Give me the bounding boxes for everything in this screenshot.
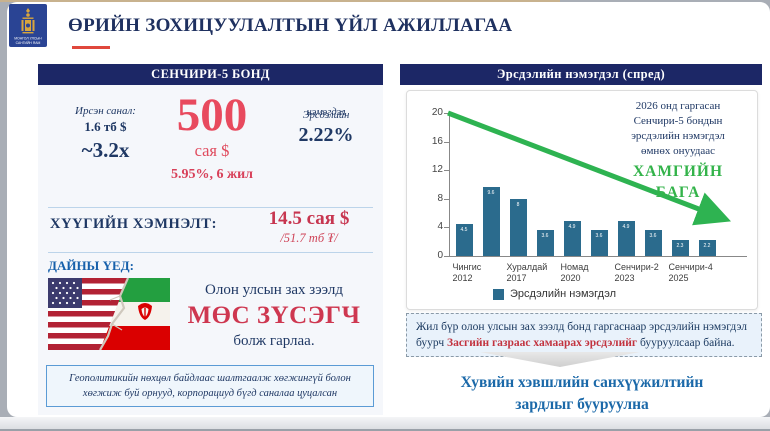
spread-block: нэмэгдэл Эрсдэлийн 2.22%	[276, 107, 376, 147]
desk-edge-bottom	[0, 417, 770, 431]
bar-value-label: 3.6	[649, 233, 657, 240]
annotation-line: 2026 онд гаргасан	[635, 100, 721, 112]
bar-value-label: 4.9	[568, 223, 576, 230]
spread-callout: Жил бүр олон улсын зах зээлд бонд гаргас…	[406, 313, 762, 358]
y-tick-label: 0	[437, 250, 443, 261]
spread-label-overlap-a: нэмэгдэл	[306, 107, 346, 118]
right-panel-header: Эрсдэлийн нэмэгдэл (спред)	[400, 64, 762, 85]
bar: 4.5	[455, 223, 473, 256]
y-tick-mark	[444, 113, 449, 114]
y-tick-mark	[444, 141, 449, 143]
offers-block: Ирсэн санал: 1.6 тб $ ~3.2x	[48, 105, 163, 163]
x-category-label: Чингис 2012	[452, 262, 482, 283]
annotation-line: эрсдэлийн нэмэгдэл	[631, 129, 725, 142]
title-underline	[72, 46, 110, 49]
callout-text: бууруулсаар байна.	[639, 337, 735, 350]
annotation-line: Сенчири-5 бондын	[633, 114, 723, 127]
chevron-down-icon	[480, 352, 640, 367]
y-tick-mark	[444, 256, 449, 257]
bar: 8	[509, 198, 527, 256]
offers-multiple: ~3.2x	[81, 138, 130, 162]
bar-value-label: 2.2	[703, 243, 711, 250]
ministry-of-finance-logo: МОНГОЛ УЛСЫН САНГИЙН ЯАМ	[9, 4, 47, 47]
conclusion-text: Хувийн хэвшлийн санхүүжилтийн зардлыг бу…	[410, 372, 754, 417]
y-axis-line	[449, 113, 450, 256]
x-axis-line	[449, 256, 747, 257]
chart-annotation: 2026 онд гаргасан Сенчири-5 бондын эрсдэ…	[605, 99, 751, 204]
interest-savings-sub: /51.7 тб ₮/	[280, 231, 338, 245]
bond-amount-block: 500 сая $ 5.95%, 6 жил	[156, 89, 268, 183]
bar-value-label: 8	[516, 201, 520, 208]
callout-highlight: Засгийн газраас хамаарах эрсдэлийг	[447, 337, 640, 350]
bar-value-label: 3.6	[595, 233, 603, 240]
annotation-line: өмнөх онуудаас	[640, 144, 716, 157]
bar: 4.9	[617, 220, 635, 256]
y-tick-mark	[444, 227, 449, 229]
left-panel-header: СЕНЧИРИ-5 БОНД	[38, 64, 383, 85]
geopolitics-note: Геополитикийн нөхцөл байдлаас шалтгаалж …	[46, 365, 374, 408]
bar-value-label: 9.6	[487, 190, 495, 197]
x-category-label: Сенчири-2 2023	[614, 262, 659, 283]
y-tick-label: 16	[431, 135, 443, 147]
logo-caption-line2: САНГИЙН ЯАМ	[16, 41, 41, 45]
legend-label: Эрсдэлийн нэмэгдэл	[510, 288, 616, 300]
x-category-label: Хуралдай 2017	[506, 262, 548, 283]
interest-savings-block: 14.5 сая $ /51.7 тб ₮/	[243, 208, 375, 246]
icebreaker-highlight: МӨС ЗҮСЭГЧ	[187, 302, 361, 329]
bar-value-label: 2.3	[676, 242, 684, 249]
bar-value-label: 4.5	[460, 226, 468, 233]
y-tick-label: 12	[431, 164, 443, 176]
y-tick-label: 4	[437, 221, 443, 233]
us-iran-flags-image	[48, 278, 170, 350]
wartime-text-block: Олон улсын зах зээлд МӨС ЗҮСЭГЧ болж гар…	[174, 282, 374, 350]
y-tick-mark	[444, 170, 449, 172]
logo-caption-line1: МОНГОЛ УЛСЫН	[14, 37, 42, 41]
offers-value: 1.6 тб $	[84, 119, 127, 134]
spread-bar-chart: 0 4 8 12 16 20 4.5 9.6 8 3.6 4.9 3.6 4.9 3.6 2.3 2.2 Чин…	[407, 91, 757, 309]
lowest-highlight: ХАМГИЙН БАГА	[632, 163, 724, 202]
bond-terms: 5.95%, 6 жил	[170, 167, 254, 183]
conclusion-line1: Хувийн хэвшлийн санхүүжилтийн	[460, 374, 704, 391]
wartime-line2: болж гарлаа.	[233, 333, 315, 349]
presentation-slide: МОНГОЛ УЛСЫН САНГИЙН ЯАМ ӨРИЙН ЗОХИЦУУЛА…	[7, 2, 770, 417]
page-title: ӨРИЙН ЗОХИЦУУЛАЛТЫН ҮЙЛ АЖИЛЛАГАА	[68, 15, 513, 36]
bar: 2.3	[671, 239, 689, 256]
bar: 4.9	[563, 220, 581, 256]
bar-value-label: 4.9	[622, 223, 630, 230]
separator	[48, 252, 373, 253]
spread-value: 2.22%	[298, 124, 354, 146]
bar: 2.2	[698, 240, 716, 256]
separator	[48, 207, 373, 208]
legend-swatch	[493, 288, 504, 300]
senchiri-bond-panel: Ирсэн санал: 1.6 тб $ ~3.2x 500 сая $ 5.…	[38, 85, 383, 415]
bar: 9.6	[482, 187, 500, 256]
bar-value-label: 3.6	[541, 233, 549, 240]
callout-text: Жил бүр олон улсын зах зээлд бонд гаргас…	[416, 321, 747, 350]
conclusion-line2: зардлыг бууруулна	[515, 396, 649, 414]
spread-label-overlap-b: Эрсдэлийн	[302, 110, 350, 121]
wartime-line1: Олон улсын зах зээлд	[205, 282, 343, 298]
x-category-label: Номад 2020	[560, 262, 589, 283]
interest-savings-value: 14.5 сая $	[268, 208, 350, 229]
interest-savings-label: ХҮҮГИЙН ХЭМНЭЛТ:	[50, 216, 218, 232]
y-tick-mark	[444, 198, 449, 200]
chart-legend: Эрсдэлийн нэмэгдэл	[493, 288, 616, 300]
bar: 3.6	[590, 230, 608, 256]
wartime-label: ДАЙНЫ ҮЕД:	[48, 258, 134, 273]
y-tick-label: 20	[431, 107, 443, 118]
bar: 3.6	[536, 230, 554, 256]
desk-edge-top	[0, 0, 560, 2]
bond-amount-unit: сая $	[194, 141, 230, 161]
spread-label: нэмэгдэл Эрсдэлийн	[276, 107, 376, 122]
bond-amount: 500	[176, 89, 248, 141]
y-tick-label: 8	[437, 192, 443, 204]
x-category-label: Сенчири-4 2025	[668, 262, 713, 283]
spread-chart-card: 0 4 8 12 16 20 4.5 9.6 8 3.6 4.9 3.6 4.9 3.6 2.3 2.2 Чин…	[406, 90, 758, 310]
bar: 3.6	[644, 230, 662, 256]
offers-label: Ирсэн санал:	[75, 105, 136, 117]
